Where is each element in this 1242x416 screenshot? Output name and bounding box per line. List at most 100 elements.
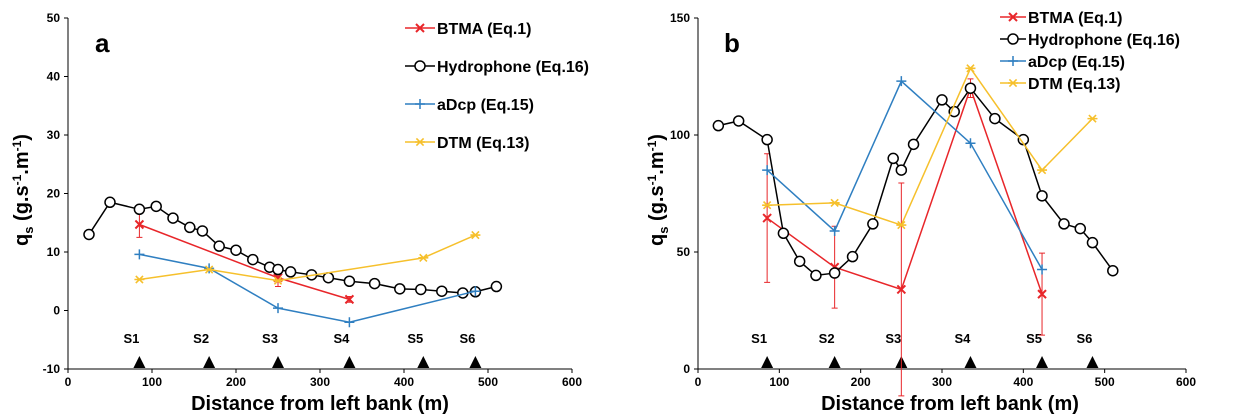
data-point	[368, 277, 381, 290]
x-tick-label: 400	[394, 375, 414, 389]
data-point	[1037, 165, 1048, 175]
data-point	[965, 64, 976, 73]
data-point	[394, 283, 406, 295]
legend-entry: Hydrophone (Eq.16)	[437, 59, 589, 76]
data-point	[415, 283, 427, 296]
data-point	[344, 317, 355, 328]
legend-swatch-marker	[415, 137, 425, 147]
data-point	[1074, 222, 1087, 235]
station-triangle	[761, 356, 774, 368]
data-point	[936, 94, 948, 106]
x-tick-label: 600	[1176, 375, 1196, 389]
data-point	[829, 198, 840, 208]
station-label: S5	[407, 331, 423, 346]
station-triangle	[1086, 356, 1099, 368]
station-label: S6	[1077, 331, 1093, 346]
series-hydrophone	[712, 82, 1119, 282]
data-point	[344, 294, 355, 305]
data-point	[204, 265, 215, 274]
data-point	[284, 266, 297, 278]
station-label: S3	[885, 331, 901, 346]
data-point	[887, 152, 899, 165]
data-point	[896, 284, 907, 295]
station-label: S5	[1026, 331, 1042, 346]
x-tick-label: 300	[932, 375, 952, 389]
data-point	[762, 165, 773, 176]
data-point	[470, 286, 481, 297]
series-line	[766, 85, 1043, 295]
data-point	[907, 138, 920, 151]
data-point	[322, 271, 335, 284]
series-adcp	[762, 76, 1048, 275]
data-point	[732, 115, 745, 127]
station-triangle	[203, 356, 216, 368]
data-point	[810, 269, 822, 282]
legend-swatch-marker	[414, 60, 426, 72]
data-point	[184, 221, 196, 234]
legend-swatch-marker	[415, 23, 425, 33]
data-point	[230, 244, 242, 256]
data-point	[213, 240, 225, 252]
legend-swatch-marker	[1007, 33, 1019, 45]
data-point	[828, 267, 841, 279]
data-point	[470, 230, 481, 240]
data-point	[896, 220, 907, 230]
legend-entry: DTM (Eq.13)	[1028, 76, 1120, 93]
station-triangle	[343, 356, 356, 368]
y-axis-title: qs (g.s-1.m-1)	[10, 134, 36, 246]
data-point	[964, 82, 977, 94]
data-point	[104, 196, 116, 209]
station-triangle	[964, 356, 977, 368]
x-tick-label: 0	[695, 375, 702, 389]
legend: BTMA (Eq.1) Hydrophone (Eq.16) aDcp (Eq.15…	[405, 21, 589, 152]
data-point	[777, 227, 790, 240]
x-tick-label: 200	[226, 375, 246, 389]
legend-swatch-marker	[1008, 56, 1018, 66]
data-point	[134, 219, 145, 230]
data-point	[829, 225, 840, 236]
series-dtm	[762, 64, 1098, 230]
x-tick-label: 600	[562, 375, 582, 389]
y-tick-label: 50	[47, 11, 61, 25]
legend-entry: BTMA (Eq.1)	[1028, 10, 1123, 27]
data-point	[83, 228, 95, 241]
x-tick-label: 300	[310, 375, 330, 389]
series-btma	[762, 78, 1047, 397]
series-line	[767, 66, 1094, 227]
x-axis-title: Distance from left bank (m)	[191, 393, 449, 415]
panel-label: a	[95, 28, 110, 58]
legend-entry: DTM (Eq.13)	[437, 135, 529, 152]
station-triangle	[1036, 356, 1049, 368]
station-triangle	[469, 356, 482, 368]
station-label: S4	[955, 331, 972, 346]
station-label: S2	[819, 331, 835, 346]
data-point	[712, 119, 725, 132]
station-label: S6	[459, 331, 475, 346]
data-point	[846, 250, 859, 263]
data-point	[134, 275, 145, 284]
legend-swatch-marker	[1008, 12, 1018, 22]
data-point	[895, 164, 908, 176]
y-tick-label: 20	[47, 187, 61, 201]
x-tick-label: 400	[1013, 375, 1033, 389]
data-point	[1037, 264, 1048, 275]
panel-label: b	[724, 28, 740, 58]
x-tick-label: 200	[851, 375, 871, 389]
y-tick-label: -10	[43, 362, 61, 376]
station-triangle	[272, 356, 284, 368]
data-point	[343, 275, 356, 287]
data-point	[134, 249, 145, 260]
series-line	[88, 201, 497, 294]
data-point	[273, 303, 283, 314]
station-triangle	[133, 356, 146, 368]
data-point	[490, 280, 503, 293]
y-tick-label: 0	[683, 362, 690, 376]
y-tick-label: 0	[53, 304, 60, 318]
data-point	[1036, 190, 1048, 202]
legend-entry: aDcp (Eq.15)	[437, 97, 534, 114]
y-tick-label: 100	[670, 128, 690, 142]
station-triangle	[417, 356, 430, 368]
legend-swatch-marker	[1008, 78, 1018, 88]
data-point	[150, 200, 162, 213]
